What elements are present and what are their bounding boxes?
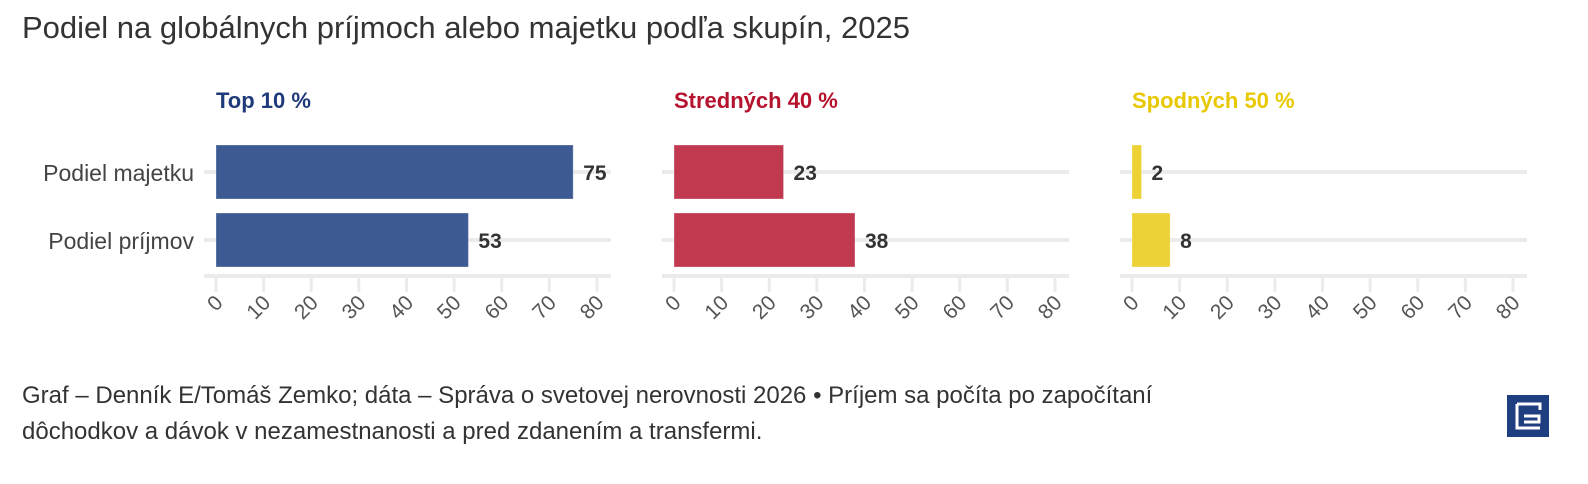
denník-e-logo-icon [1507, 395, 1549, 437]
x-tick-label: 60 [1397, 291, 1430, 324]
x-tick-label: 30 [338, 291, 371, 324]
chart-title: Podiel na globálnych príjmoch alebo maje… [22, 10, 910, 45]
x-tick-label: 10 [242, 291, 275, 324]
bar [673, 144, 785, 200]
x-tick-label: 70 [1444, 291, 1477, 324]
caption-line: dôchodkov a dávok v nezamestnanosti a pr… [22, 418, 763, 445]
x-tick-label: 0 [661, 291, 686, 316]
x-tick-label: 20 [290, 291, 323, 324]
x-tick-label: 80 [1034, 291, 1067, 324]
x-tick-label: 20 [1206, 291, 1239, 324]
x-tick-label: 60 [481, 291, 514, 324]
x-tick-label: 50 [891, 291, 924, 324]
x-tick-label: 10 [700, 291, 733, 324]
bar [215, 212, 469, 268]
x-tick-label: 0 [1119, 291, 1144, 316]
x-tick-label: 30 [796, 291, 829, 324]
bar [1131, 144, 1143, 200]
bar [1131, 212, 1171, 268]
x-tick-label: 30 [1254, 291, 1287, 324]
x-tick-label: 0 [203, 291, 228, 316]
bar [215, 144, 574, 200]
x-tick-label: 50 [1349, 291, 1382, 324]
x-tick-label: 80 [576, 291, 609, 324]
x-tick-label: 60 [939, 291, 972, 324]
data-label: 53 [478, 230, 501, 253]
x-tick-label: 40 [843, 291, 876, 324]
x-tick-label: 70 [986, 291, 1019, 324]
data-label: 75 [583, 162, 607, 185]
category-label: Podiel majetku [43, 160, 194, 186]
chart: Podiel majetku Podiel príjmov Top 10 % 0 10 2… [43, 88, 1527, 324]
x-tick-label: 20 [748, 291, 781, 324]
x-tick-label: 40 [385, 291, 418, 324]
data-label: 8 [1180, 230, 1192, 253]
category-label: Podiel príjmov [48, 228, 194, 254]
panel-title: Stredných 40 % [674, 88, 838, 113]
caption: Graf – Denník E/Tomáš Zemko; dáta – Sprá… [22, 378, 1462, 450]
x-tick-label: 70 [528, 291, 561, 324]
data-label: 2 [1152, 162, 1164, 185]
data-label: 23 [794, 162, 817, 185]
panel-title: Top 10 % [216, 88, 311, 113]
x-tick-label: 80 [1492, 291, 1525, 324]
bar [673, 212, 856, 268]
data-label: 38 [865, 230, 889, 253]
caption-line: Graf – Denník E/Tomáš Zemko; dáta – Sprá… [22, 382, 1153, 409]
x-tick-label: 50 [433, 291, 466, 324]
x-tick-label: 40 [1301, 291, 1334, 324]
x-tick-label: 10 [1158, 291, 1191, 324]
panel-title: Spodných 50 % [1132, 88, 1295, 113]
